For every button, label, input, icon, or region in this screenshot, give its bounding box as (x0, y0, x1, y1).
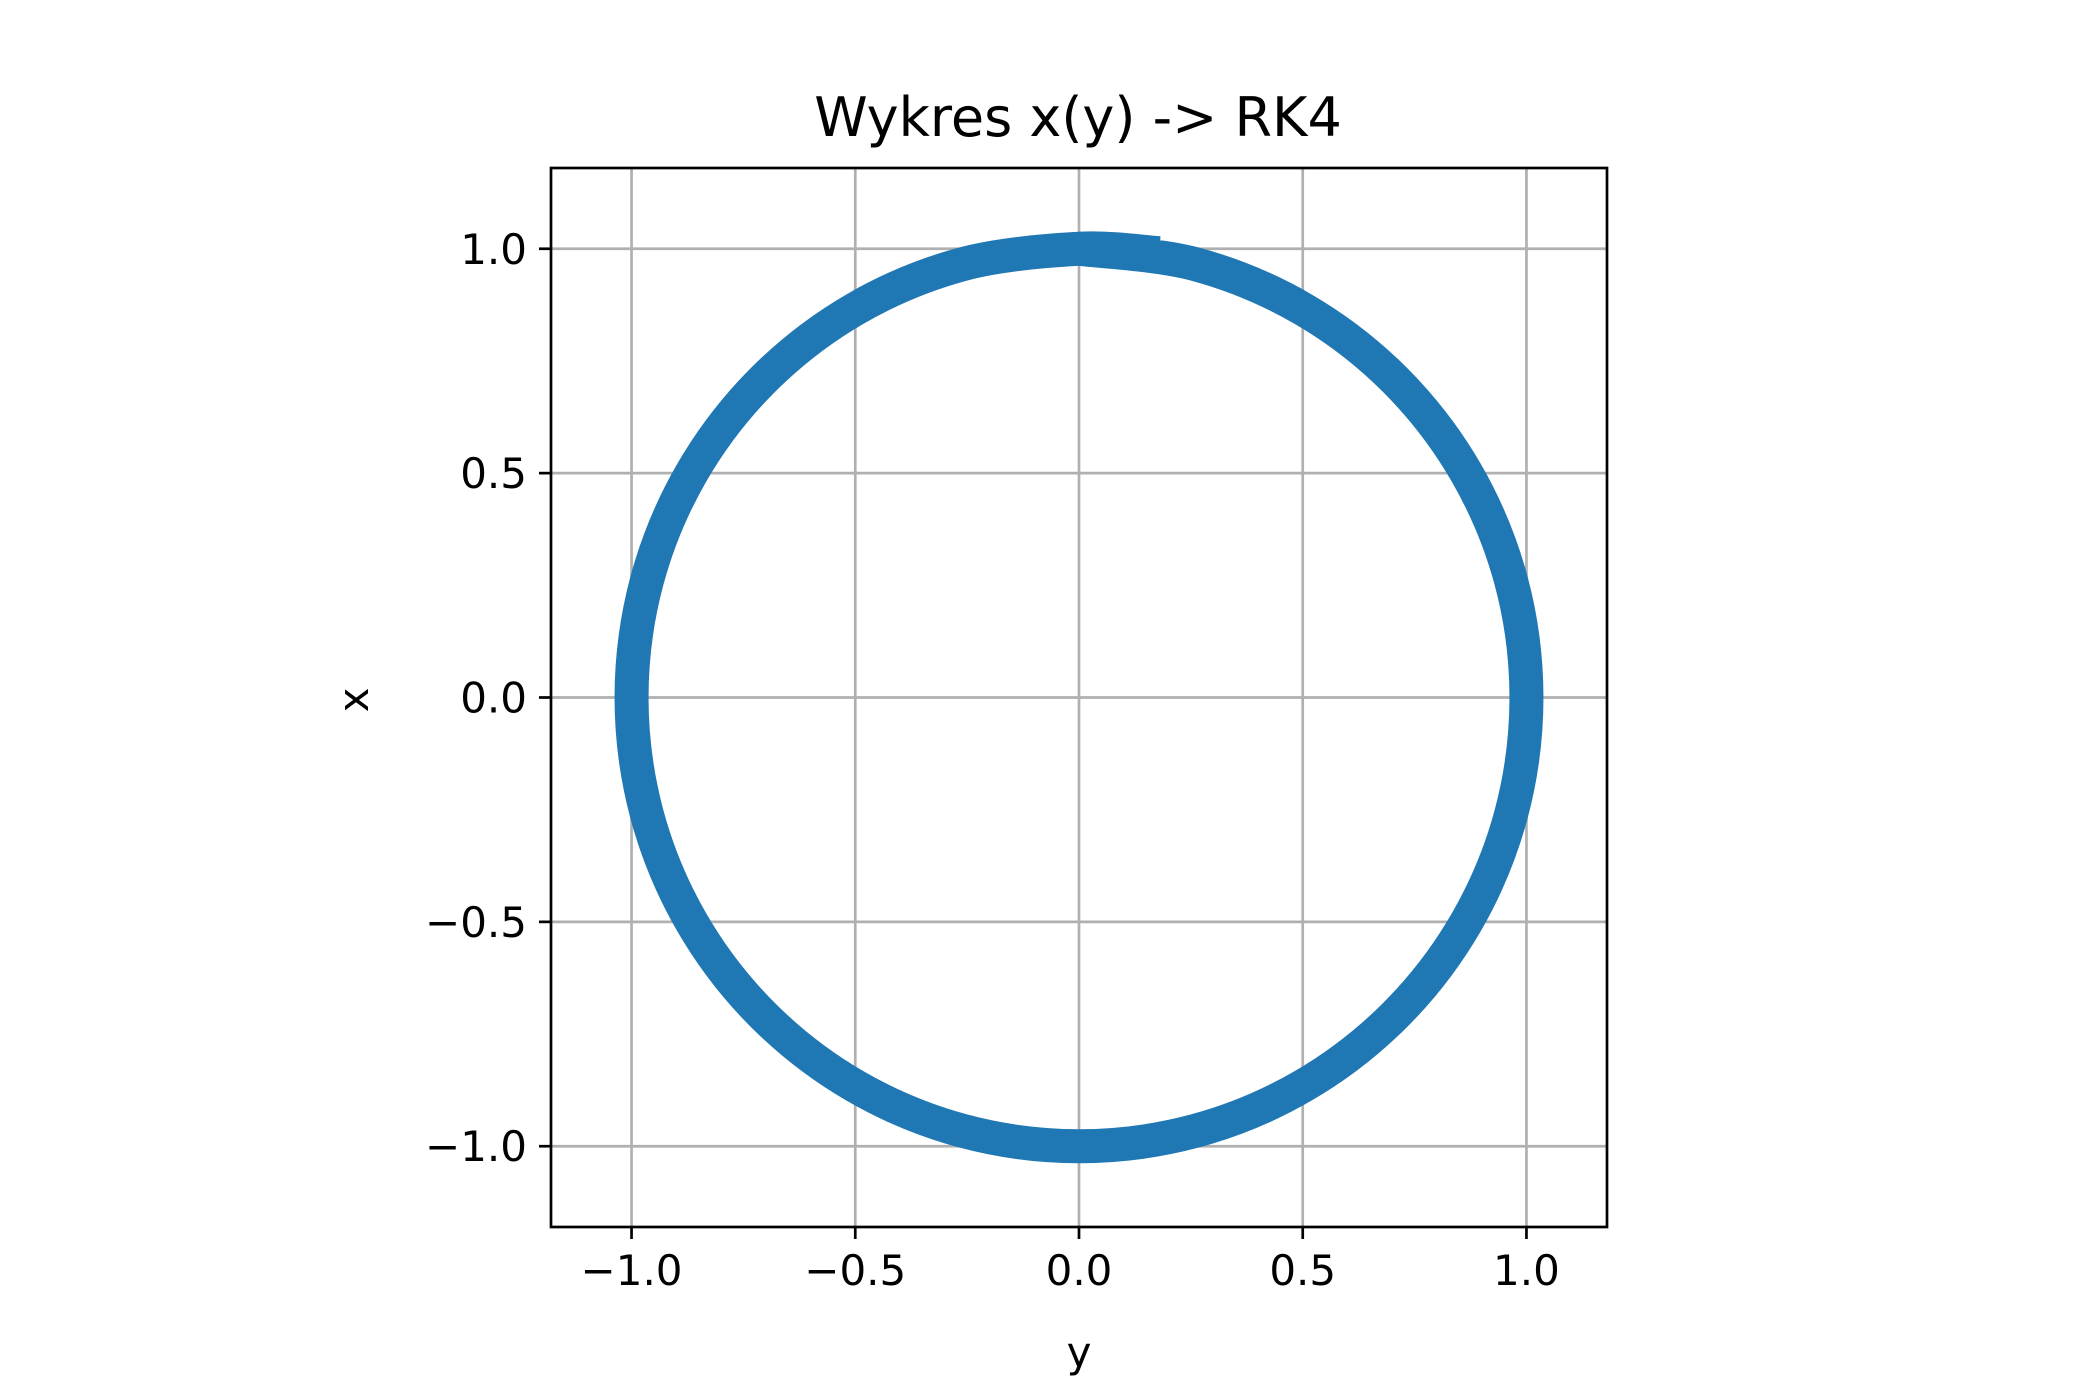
y-tick-label: −1.0 (425, 1122, 527, 1171)
x-tick-label: 0.5 (1269, 1246, 1336, 1295)
grid (551, 168, 1607, 1227)
y-tick-label: 0.5 (460, 449, 527, 498)
y-tick-label: 1.0 (460, 225, 527, 274)
y-axis-label: x (329, 688, 378, 713)
y-tick-label: −0.5 (425, 898, 527, 947)
x-axis-ticks: −1.0 −0.5 0.0 0.5 1.0 (581, 1227, 1560, 1295)
x-tick-label: 0.0 (1046, 1246, 1113, 1295)
x-tick-label: −1.0 (581, 1246, 683, 1295)
series-layer (614, 231, 1544, 1164)
y-tick-label: 0.0 (460, 674, 527, 723)
x-tick-label: −0.5 (804, 1246, 906, 1295)
x-tick-label: 1.0 (1493, 1246, 1560, 1295)
x-axis-label: y (1067, 1328, 1092, 1377)
y-axis-ticks: −1.0 −0.5 0.0 0.5 1.0 (425, 225, 551, 1171)
trajectory-line (614, 231, 1544, 1164)
chart-title: Wykres x(y) -> RK4 (814, 86, 1342, 149)
